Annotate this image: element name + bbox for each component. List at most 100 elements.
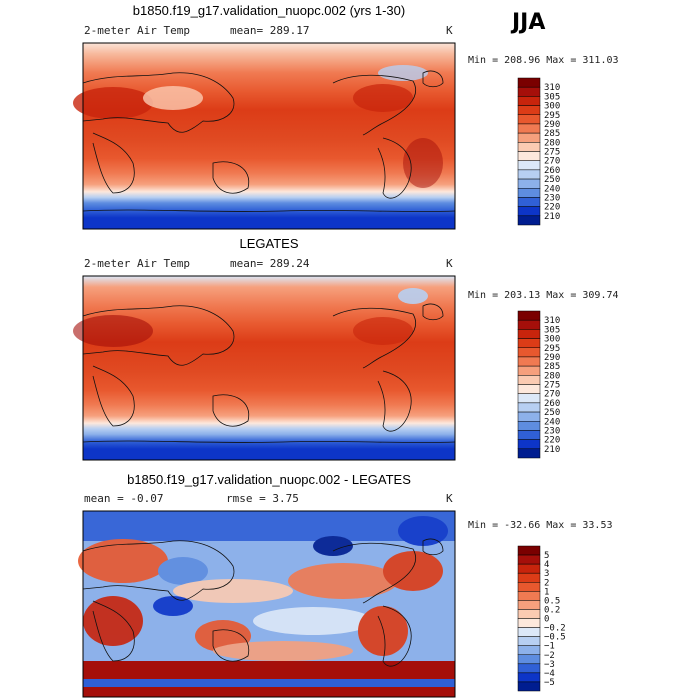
colorbar-tick-label: 305 bbox=[544, 92, 560, 102]
colorbar-tick-label: 280 bbox=[544, 371, 560, 381]
panel3-mean: mean = -0.07 bbox=[84, 492, 164, 505]
panel3-rmse: rmse = 3.75 bbox=[226, 492, 299, 505]
colorbar-swatch bbox=[517, 600, 541, 610]
colorbar-tick-label: 275 bbox=[544, 148, 560, 158]
panel1-minmax: Min = 208.96 Max = 311.03 bbox=[468, 55, 619, 66]
colorbar-swatch bbox=[517, 142, 541, 152]
colorbar-swatch bbox=[517, 627, 541, 637]
panel3-minmax: Min = -32.66 Max = 33.53 bbox=[468, 520, 613, 531]
colorbar-swatch bbox=[517, 545, 541, 556]
colorbar-swatch bbox=[517, 338, 541, 348]
panel1-map bbox=[73, 42, 456, 230]
panel3-unit: K bbox=[446, 492, 453, 505]
colorbar-tick-label: 250 bbox=[544, 175, 560, 185]
colorbar-tick-label: 285 bbox=[544, 362, 560, 372]
colorbar-tick-label: 300 bbox=[544, 102, 560, 112]
colorbar-swatch bbox=[517, 86, 541, 97]
colorbar-tick-label: 295 bbox=[544, 111, 560, 121]
colorbar-swatch bbox=[517, 105, 541, 115]
colorbar-swatch bbox=[517, 384, 541, 394]
colorbar-swatch bbox=[517, 572, 541, 583]
colorbar-tick-label: 230 bbox=[544, 426, 560, 436]
colorbar-swatch bbox=[517, 206, 541, 217]
colorbar-swatch bbox=[517, 347, 541, 358]
colorbar-swatch bbox=[517, 310, 541, 321]
panel2-map bbox=[73, 275, 456, 461]
panel1-title: b1850.f19_g17.validation_nuopc.002 (yrs … bbox=[132, 3, 406, 18]
colorbar-tick-label: −0.2 bbox=[544, 624, 566, 634]
colorbar-swatch bbox=[517, 365, 541, 376]
colorbar-swatch bbox=[517, 178, 541, 189]
colorbar-swatch bbox=[517, 402, 541, 413]
colorbar-tick-label: 0.2 bbox=[544, 605, 560, 615]
colorbar-tick-label: 285 bbox=[544, 129, 560, 139]
panel2-unit: K bbox=[446, 257, 453, 270]
colorbar-tick-label: 230 bbox=[544, 193, 560, 203]
colorbar-tick-label: 250 bbox=[544, 408, 560, 418]
colorbar-swatch bbox=[517, 663, 541, 674]
colorbar-tick-label: 210 bbox=[544, 445, 560, 455]
colorbar-tick-label: 220 bbox=[544, 436, 560, 446]
colorbar-tick-label: 270 bbox=[544, 390, 560, 400]
colorbar-tick-label: 310 bbox=[544, 83, 560, 93]
colorbar-swatch bbox=[517, 329, 541, 339]
colorbar-swatch bbox=[517, 319, 541, 330]
colorbar-tick-label: 240 bbox=[544, 417, 560, 427]
panel1-unit: K bbox=[446, 24, 453, 37]
colorbar-swatch bbox=[517, 169, 541, 180]
colorbar-swatch bbox=[517, 554, 541, 565]
colorbar-swatch bbox=[517, 96, 541, 106]
colorbar-tick-label: 290 bbox=[544, 120, 560, 130]
panel2-colorbar: 3103053002952902852802752702602502402302… bbox=[517, 310, 560, 459]
panel3-map bbox=[78, 510, 456, 698]
colorbar-swatch bbox=[517, 439, 541, 450]
colorbar-swatch bbox=[517, 654, 541, 665]
colorbar-tick-label: 275 bbox=[544, 381, 560, 391]
colorbar-swatch bbox=[517, 448, 541, 459]
colorbar-swatch bbox=[517, 215, 541, 226]
colorbar-swatch bbox=[517, 609, 541, 619]
colorbar-tick-label: −5 bbox=[544, 678, 555, 688]
panel2-title: LEGATES bbox=[239, 236, 299, 251]
season-label: JJA bbox=[512, 10, 546, 35]
colorbar-swatch bbox=[517, 188, 541, 198]
colorbar-tick-label: 260 bbox=[544, 399, 560, 409]
colorbar-tick-label: 3 bbox=[544, 569, 549, 579]
colorbar-tick-label: 310 bbox=[544, 316, 560, 326]
colorbar-swatch bbox=[517, 582, 541, 592]
colorbar-tick-label: 270 bbox=[544, 157, 560, 167]
panel2-minmax: Min = 203.13 Max = 309.74 bbox=[468, 290, 619, 301]
colorbar-tick-label: 305 bbox=[544, 325, 560, 335]
colorbar-tick-label: 280 bbox=[544, 138, 560, 148]
colorbar-tick-label: 0 bbox=[544, 615, 549, 625]
colorbar-tick-label: 4 bbox=[544, 560, 549, 570]
colorbar-swatch bbox=[517, 151, 541, 161]
colorbar-tick-label: 300 bbox=[544, 335, 560, 345]
panel2-mean: mean= 289.24 bbox=[230, 257, 310, 270]
colorbar-swatch bbox=[517, 114, 541, 125]
panel2-variable: 2-meter Air Temp bbox=[84, 257, 190, 270]
panel3-title: b1850.f19_g17.validation_nuopc.002 - LEG… bbox=[127, 472, 411, 487]
colorbar-tick-label: 210 bbox=[544, 212, 560, 222]
colorbar-swatch bbox=[517, 672, 541, 683]
colorbar-swatch bbox=[517, 645, 541, 655]
colorbar-tick-label: 240 bbox=[544, 184, 560, 194]
colorbar-tick-label: 260 bbox=[544, 166, 560, 176]
colorbar-swatch bbox=[517, 411, 541, 422]
colorbar-swatch bbox=[517, 618, 541, 628]
colorbar-tick-label: −0.5 bbox=[544, 633, 566, 643]
colorbar-swatch bbox=[517, 132, 541, 143]
colorbar-tick-label: −3 bbox=[544, 660, 555, 670]
colorbar-swatch bbox=[517, 636, 541, 646]
colorbar-swatch bbox=[517, 356, 541, 367]
panel1-mean: mean= 289.17 bbox=[230, 24, 310, 37]
colorbar-swatch bbox=[517, 681, 541, 692]
colorbar-swatch bbox=[517, 563, 541, 574]
colorbar-tick-label: 0.5 bbox=[544, 596, 560, 606]
colorbar-tick-label: −1 bbox=[544, 642, 555, 652]
colorbar-tick-label: 295 bbox=[544, 344, 560, 354]
colorbar-swatch bbox=[517, 77, 541, 88]
colorbar-tick-label: 1 bbox=[544, 587, 549, 597]
